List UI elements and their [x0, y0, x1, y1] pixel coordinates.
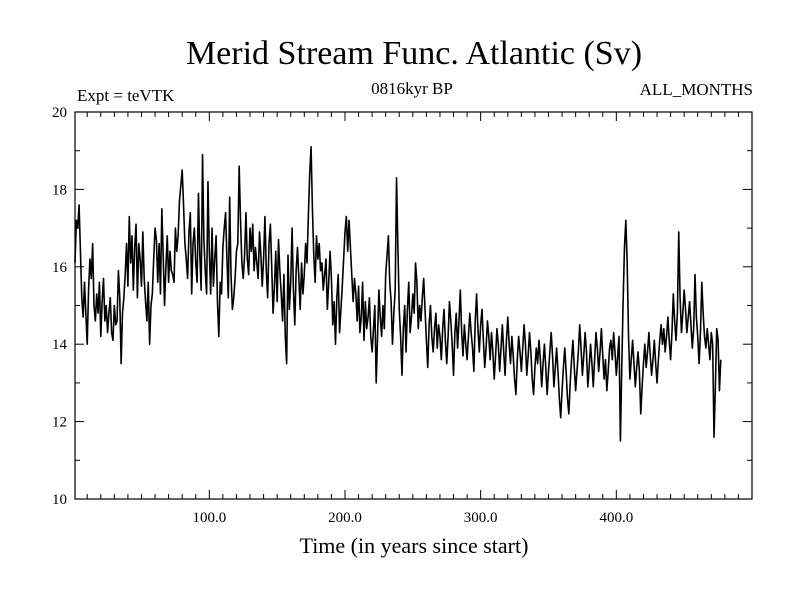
axis-ticks: 10 12 14 16 18 20 100.0 200.0 300.0 400.0	[52, 105, 752, 526]
y-tick-label: 18	[52, 182, 67, 198]
plot-frame	[74, 111, 753, 500]
months-label: ALL_MONTHS	[640, 80, 753, 99]
y-tick-label: 10	[52, 492, 67, 508]
chart-title: Merid Stream Func. Atlantic (Sv)	[186, 35, 642, 72]
series-line	[74, 146, 722, 442]
y-tick-label: 20	[52, 105, 67, 121]
y-tick-label: 14	[52, 337, 68, 353]
y-tick-label: 12	[52, 415, 67, 431]
x-tick-label: 200.0	[328, 510, 362, 526]
x-axis-label: Time (in years since start)	[300, 533, 529, 558]
experiment-label: Expt = teVTK	[77, 86, 175, 105]
period-label: 0816kyr BP	[371, 79, 453, 98]
y-tick-label: 16	[52, 260, 68, 276]
x-tick-label: 400.0	[599, 510, 633, 526]
x-tick-label: 100.0	[192, 510, 226, 526]
x-tick-label: 300.0	[464, 510, 498, 526]
series-group	[74, 146, 722, 442]
